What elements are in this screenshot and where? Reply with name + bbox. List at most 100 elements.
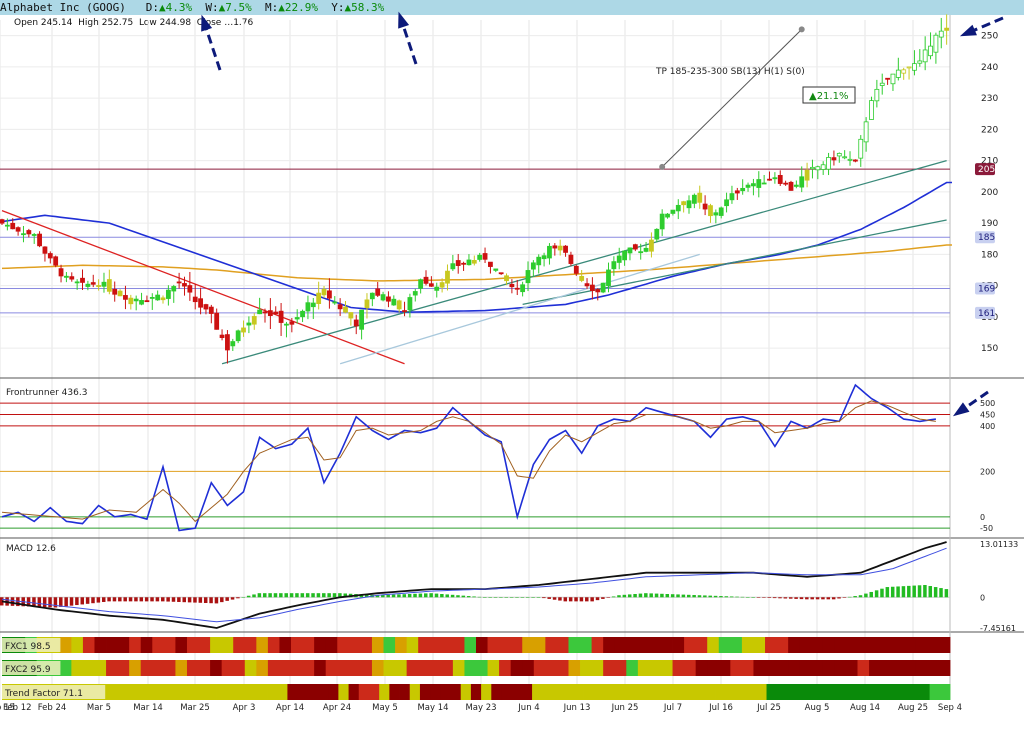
- factor-band-cell: [892, 637, 905, 653]
- candle-body: [933, 34, 939, 53]
- trendline-green: [221, 159, 947, 365]
- factor-band-cell: [623, 684, 635, 700]
- candle-body: [327, 290, 332, 299]
- macd-histogram-bar: [91, 597, 95, 604]
- x-tick-label: Sep 4: [938, 703, 962, 713]
- factor-band-cell: [464, 660, 477, 676]
- macd-histogram-bar: [209, 597, 213, 604]
- candle-body: [718, 207, 724, 216]
- factor-band-cell: [318, 684, 329, 700]
- macd-histogram-bar: [440, 594, 444, 598]
- factor-band-cell: [811, 660, 824, 676]
- factor-band-cell: [499, 637, 512, 653]
- factor-band-cell: [325, 637, 338, 653]
- factor-band-cell: [460, 684, 472, 700]
- macd-histogram-bar: [466, 596, 471, 598]
- factor-band-cell: [476, 660, 488, 676]
- factor-band-cell: [848, 684, 859, 700]
- factor-band-cell: [857, 637, 870, 653]
- y-tick-label: 240: [981, 63, 998, 73]
- factor-band-label: FXC2 95.9: [5, 665, 51, 675]
- factor-band-cell: [371, 660, 384, 676]
- factor-band-cell: [399, 684, 411, 700]
- factor-band-cell: [297, 684, 309, 700]
- macd-histogram-bar: [327, 593, 331, 598]
- macd-histogram-bar: [933, 587, 938, 598]
- factor-band-cell: [152, 637, 165, 653]
- macd-histogram-bar: [42, 597, 47, 608]
- y-tick-label: 190: [981, 219, 998, 229]
- factor-band-cell: [915, 637, 928, 653]
- factor-band-cell: [919, 684, 931, 700]
- candle-body: [509, 283, 515, 288]
- macd-tick: -7.45161: [980, 624, 1016, 633]
- candle-body: [536, 256, 542, 266]
- factor-band-cell: [233, 637, 246, 653]
- factor-band-cell: [233, 660, 246, 676]
- price-level-tag-label: 169: [978, 284, 995, 294]
- macd-histogram-bar: [649, 593, 653, 598]
- factor-band-cell: [94, 660, 107, 676]
- macd-histogram-bar: [815, 597, 820, 600]
- candle-body: [922, 49, 928, 63]
- candle-body: [482, 253, 488, 260]
- macd-histogram-bar: [236, 597, 240, 599]
- macd-histogram-bar: [515, 597, 519, 598]
- macd-histogram-bar: [611, 596, 616, 598]
- candle-body: [155, 294, 161, 301]
- candle-body: [847, 158, 853, 161]
- factor-band-cell: [244, 660, 257, 676]
- factor-band-cell: [279, 637, 292, 653]
- macd-histogram-bar: [322, 593, 326, 598]
- factor-band-cell: [103, 684, 115, 700]
- factor-band-cell: [568, 660, 581, 676]
- x-tick-label: Feb 12: [3, 703, 32, 713]
- factor-band-cell: [511, 684, 523, 700]
- factor-band-cell: [603, 660, 616, 676]
- macd-histogram-bar: [907, 585, 911, 598]
- factor-band-cell: [395, 637, 408, 653]
- factor-band-cell: [165, 684, 176, 700]
- factor-band-cell: [542, 684, 553, 700]
- macd-histogram-bar: [123, 597, 127, 602]
- candle-body: [289, 321, 295, 325]
- factor-band-cell: [71, 637, 84, 653]
- candle-body: [804, 169, 810, 181]
- factor-band-cell: [307, 684, 319, 700]
- factor-band-cell: [634, 684, 645, 700]
- macd-histogram-bar: [627, 594, 632, 598]
- annotation-arrow-year-head: [398, 11, 410, 29]
- macd-histogram-bar: [939, 588, 943, 598]
- factor-band-cell: [735, 684, 747, 700]
- candle-body: [225, 334, 230, 351]
- candle-body: [15, 227, 21, 232]
- macd-histogram-bar: [837, 597, 841, 599]
- candle-body: [525, 270, 531, 284]
- macd-histogram-bar: [912, 585, 916, 598]
- factor-band-cell: [186, 637, 199, 653]
- candle-body: [944, 27, 950, 31]
- macd-series-2: [1, 547, 947, 623]
- factor-band-cell: [939, 684, 951, 700]
- factor-band-cell: [532, 684, 543, 700]
- candle-body: [31, 234, 37, 236]
- factor-band-cell: [695, 660, 708, 676]
- macd-histogram-bar: [381, 595, 385, 598]
- factor-band-cell: [429, 660, 442, 676]
- factor-band-cell: [730, 660, 743, 676]
- factor-band-cell: [903, 660, 916, 676]
- candle-body: [267, 310, 273, 317]
- candle-body: [305, 302, 311, 312]
- macd-histogram-bar: [128, 597, 133, 602]
- candle-body: [332, 301, 338, 304]
- candle-body: [724, 199, 729, 207]
- macd-histogram-bar: [85, 597, 90, 604]
- macd-histogram-bar: [332, 593, 337, 598]
- candle-body: [235, 330, 241, 342]
- candle-body: [251, 316, 257, 325]
- close-label: Close: [196, 18, 222, 28]
- factor-band-cell: [926, 637, 939, 653]
- candle-body: [391, 298, 397, 306]
- macd-histogram-bar: [214, 597, 219, 604]
